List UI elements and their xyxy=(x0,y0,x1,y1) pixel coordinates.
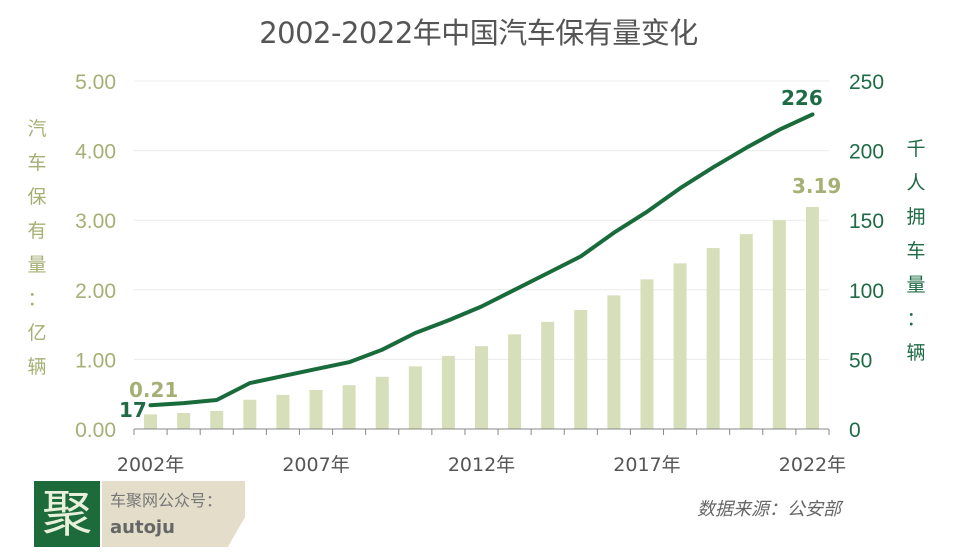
right-tick-label: 0 xyxy=(849,419,861,442)
left-tick-label: 2.00 xyxy=(75,280,116,303)
bar-2009 xyxy=(375,376,389,429)
axis-label-char: 千 xyxy=(906,138,926,160)
x-tick-label: 2017年 xyxy=(613,454,680,476)
bar-2006 xyxy=(276,394,290,429)
axis-label-char: 量 xyxy=(27,254,47,276)
right-tick-label: 150 xyxy=(849,210,884,233)
axis-label-char: 车 xyxy=(27,152,47,174)
bar-2007 xyxy=(309,390,323,429)
x-tick-label: 2007年 xyxy=(282,454,349,476)
left-tick-label: 3.00 xyxy=(75,210,116,233)
bar-2012 xyxy=(475,346,488,429)
bar-2008 xyxy=(342,385,356,429)
left-tick-label: 4.00 xyxy=(75,141,116,164)
bar-2014 xyxy=(541,321,555,429)
data-source: 数据来源：公安部 xyxy=(697,499,841,520)
bar-2022 xyxy=(805,206,819,429)
right-tick-label: 250 xyxy=(849,71,884,94)
bar-2005 xyxy=(243,399,257,429)
logo-account-id: autoju xyxy=(110,517,175,538)
axis-label-char: ： xyxy=(27,288,47,310)
axis-label-char: 有 xyxy=(27,220,47,242)
chart-title: 2002-2022年中国汽车保有量变化 xyxy=(259,16,698,50)
left-axis-label: 汽车保有量 ： 亿辆 xyxy=(26,112,48,384)
bar-2010 xyxy=(408,366,422,429)
bar-2002 xyxy=(144,414,158,429)
axis-label-char: 车 xyxy=(906,240,926,262)
bar-2013 xyxy=(508,334,522,429)
right-tick-label: 100 xyxy=(849,280,884,303)
bar-2021 xyxy=(772,220,786,429)
bar-2004 xyxy=(210,410,224,429)
bar-2017 xyxy=(640,279,654,429)
line-first-label: 17 xyxy=(119,398,147,422)
axis-label-char: 人 xyxy=(906,172,926,194)
axis-label-char: 保 xyxy=(27,186,47,208)
left-tick-label: 1.00 xyxy=(75,349,116,372)
bar-2019 xyxy=(706,248,720,429)
x-tick-label: 2012年 xyxy=(448,454,515,476)
logo-mark: 聚 xyxy=(34,481,100,547)
axis-label-char: 辆 xyxy=(906,342,926,364)
right-tick-label: 200 xyxy=(849,141,884,164)
logo-account-label: 车聚网公众号： xyxy=(110,491,223,510)
x-tick-label: 2002年 xyxy=(117,454,184,476)
bar-2003 xyxy=(177,412,191,429)
left-tick-label: 0.00 xyxy=(75,419,116,442)
left-tick-label: 5.00 xyxy=(75,71,116,94)
axis-label-char: 量 xyxy=(906,274,926,296)
line-last-label: 226 xyxy=(781,86,823,110)
x-tick-label: 2022年 xyxy=(779,454,846,476)
brand-logo: 聚 车聚网公众号： autoju xyxy=(34,481,245,547)
line-series-per-thousand xyxy=(148,112,815,408)
right-tick-label: 50 xyxy=(849,349,872,372)
bar-2015 xyxy=(574,309,588,429)
axis-label-char: 亿 xyxy=(27,322,47,344)
axis-label-char: 汽 xyxy=(27,118,47,140)
logo-textbox: 车聚网公众号： autoju xyxy=(102,481,245,547)
bar-2018 xyxy=(673,263,687,429)
bar-first-label: 0.21 xyxy=(129,378,178,402)
axis-label-char: 拥 xyxy=(906,206,926,228)
bar-last-label: 3.19 xyxy=(792,174,841,198)
bar-2020 xyxy=(739,234,753,429)
right-axis-label: 千人拥车量 ： 辆 xyxy=(905,132,927,370)
bar-2016 xyxy=(607,295,621,429)
axis-label-char: ： xyxy=(906,308,926,330)
axis-label-char: 辆 xyxy=(27,356,47,378)
bar-2011 xyxy=(441,355,455,429)
